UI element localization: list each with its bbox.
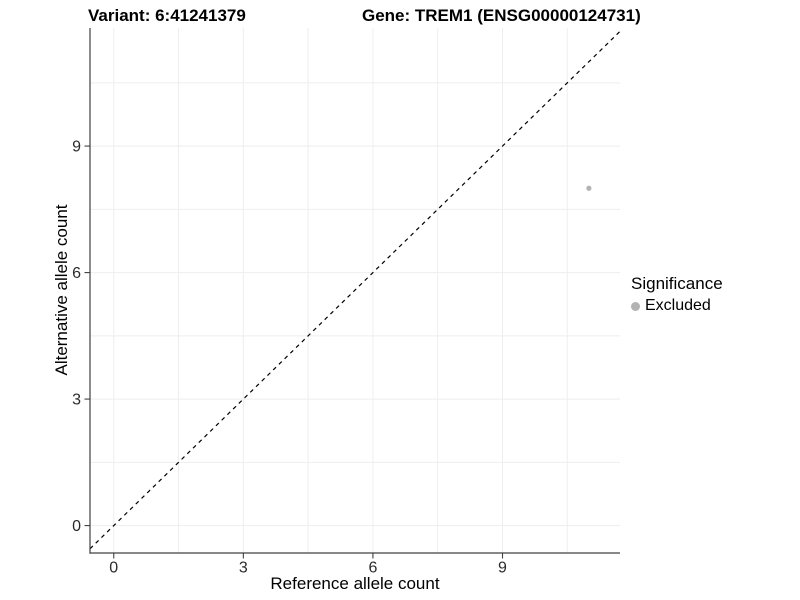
y-tick-label: 9 xyxy=(72,139,81,156)
x-axis-label: Reference allele count xyxy=(270,574,440,593)
legend: Significance Excluded xyxy=(631,274,723,315)
y-tick-label: 0 xyxy=(72,518,81,535)
x-tick-label: 9 xyxy=(498,560,507,577)
x-tick-label: 0 xyxy=(109,560,118,577)
plot-title-gene: Gene: TREM1 (ENSG00000124731) xyxy=(362,6,641,25)
identity-line xyxy=(89,30,621,550)
legend-title: Significance xyxy=(631,274,723,293)
legend-point-icon xyxy=(631,301,640,311)
data-point xyxy=(586,185,592,191)
x-tick-label: 3 xyxy=(239,560,248,577)
legend-item-excluded: Excluded xyxy=(631,297,723,315)
plot-title-variant: Variant: 6:41241379 xyxy=(88,6,246,25)
y-tick-label: 6 xyxy=(72,265,81,282)
y-tick-label: 3 xyxy=(72,392,81,409)
x-tick-label: 6 xyxy=(368,560,377,577)
legend-item-label: Excluded xyxy=(645,297,711,314)
